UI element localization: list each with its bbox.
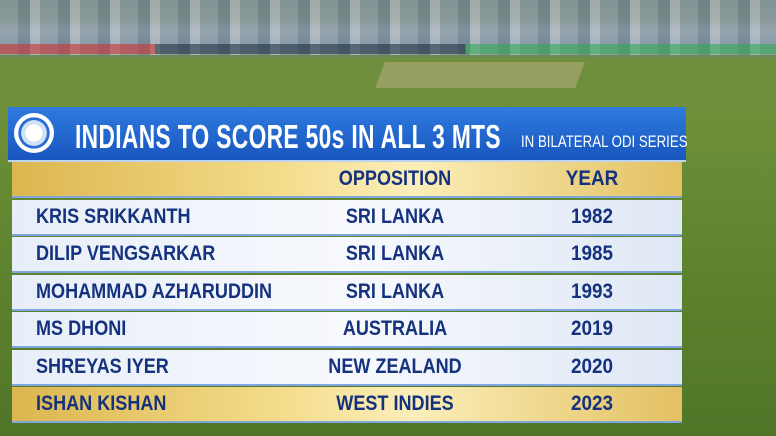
opposition: AUSTRALIA (342, 317, 448, 340)
logo (14, 113, 54, 153)
pitch (375, 62, 585, 88)
header-cell: OPPOSITION (338, 167, 452, 190)
year: 2020 (570, 354, 614, 378)
opposition: SRI LANKA (345, 279, 445, 303)
title: INDIANS TO SCORE 50s IN ALL 3 MTS (75, 118, 501, 155)
player-name: ISHAN KISHAN (36, 392, 167, 415)
table-row: SHREYAS IYER NEW ZEALAND 2020 (12, 349, 682, 386)
subtitle: IN BILATERAL ODI SERIES (521, 132, 688, 151)
opposition: SRI LANKA (345, 242, 445, 265)
header-row: OPPOSITION YEAR (12, 162, 682, 198)
player-name: MS DHONI (36, 317, 127, 340)
header-cell: YEAR (565, 167, 619, 190)
year: 2023 (570, 392, 614, 415)
opposition: NEW ZEALAND (328, 354, 462, 378)
table-row: MS DHONI AUSTRALIA 2019 (12, 312, 682, 348)
year: 2019 (570, 317, 614, 340)
table-row: MOHAMMAD AZHARUDDIN SRI LANKA 1993 (12, 274, 682, 311)
title-bar: INDIANS TO SCORE 50s IN ALL 3 MTS IN BIL… (8, 107, 688, 162)
table-row: DILIP VENGSARKAR SRI LANKA 1985 (12, 237, 682, 273)
player-name: KRIS SRIKKANTH (36, 204, 191, 228)
opposition: SRI LANKA (345, 204, 445, 228)
ad-boards (0, 44, 776, 54)
table-row: KRIS SRIKKANTH SRI LANKA 1982 (12, 199, 682, 236)
year: 1985 (570, 242, 614, 265)
player-name: DILIP VENGSARKAR (36, 242, 216, 265)
year: 1982 (570, 204, 614, 228)
opposition: WEST INDIES (336, 392, 454, 415)
stats-graphic: INDIANS TO SCORE 50s IN ALL 3 MTS IN BIL… (8, 107, 688, 423)
year: 1993 (570, 279, 614, 303)
player-name: MOHAMMAD AZHARUDDIN (36, 279, 273, 303)
player-name: SHREYAS IYER (36, 354, 169, 378)
table-row: ISHAN KISHAN WEST INDIES 2023 (12, 387, 682, 423)
